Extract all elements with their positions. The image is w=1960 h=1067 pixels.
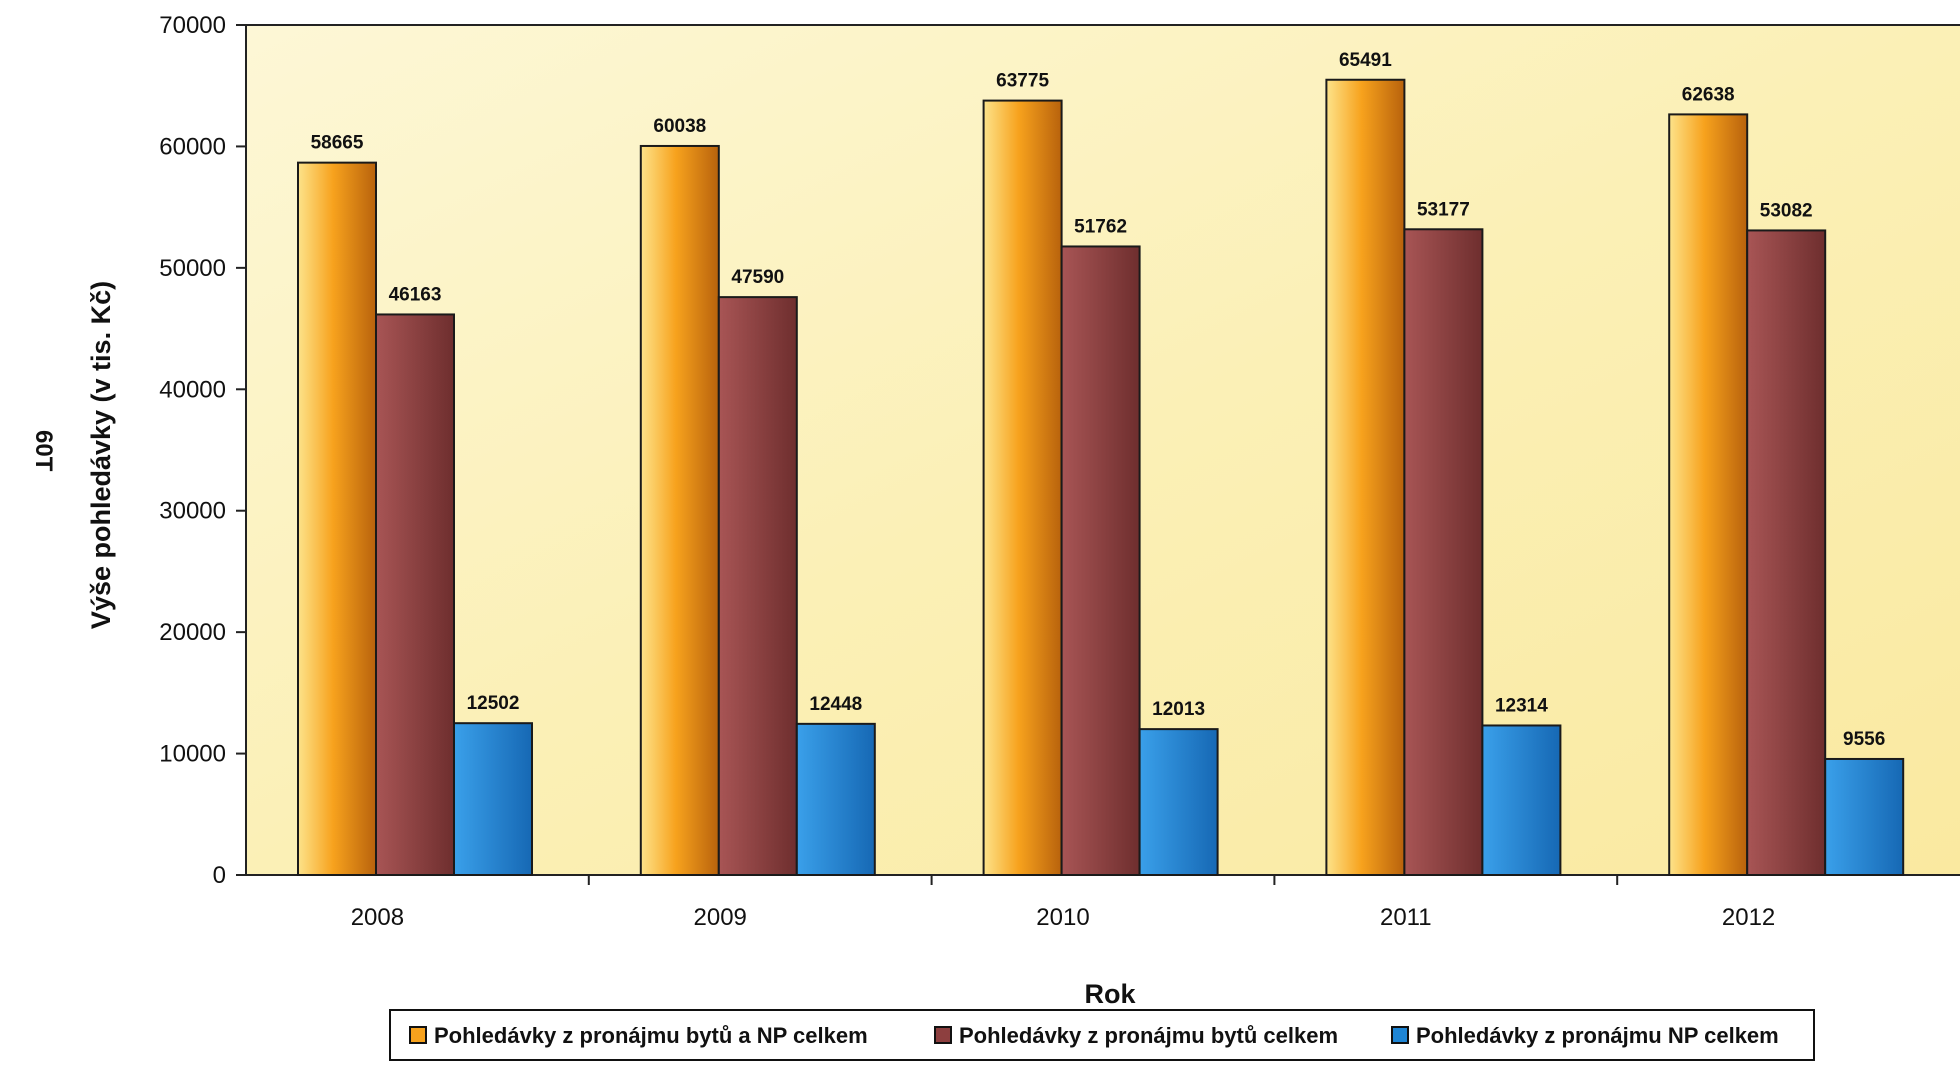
series-2-bar <box>1746 229 1827 876</box>
y-tick-label: 0 <box>213 862 226 889</box>
y-axis-title: Výše pohledávky (v tis. Kč) <box>86 281 116 629</box>
data-label: 12448 <box>809 694 862 715</box>
y-tick-label: 50000 <box>159 255 226 282</box>
legend-swatch <box>409 1026 427 1044</box>
data-label: 12502 <box>467 693 520 714</box>
data-label: 58665 <box>311 133 364 154</box>
series-1-bar <box>1325 78 1406 877</box>
series-1-bar <box>1668 113 1749 877</box>
series-2-bar <box>1403 228 1484 876</box>
series-1-bar <box>982 99 1063 876</box>
data-label: 65491 <box>1339 50 1392 71</box>
legend: Pohledávky z pronájmu bytů a NP celkem Po… <box>389 1009 1815 1061</box>
data-label: 46163 <box>389 284 442 305</box>
y-tick-label: 40000 <box>159 376 226 403</box>
x-tick-label: 2008 <box>351 904 404 931</box>
y-tick-label: 30000 <box>159 498 226 525</box>
y-tick-label: 60000 <box>159 133 226 160</box>
data-label: 47590 <box>731 267 784 288</box>
data-label: 62638 <box>1682 84 1735 105</box>
legend-swatch <box>1391 1026 1409 1044</box>
data-label: 51762 <box>1074 216 1127 237</box>
y-tick-label: 10000 <box>159 741 226 768</box>
series-2-bar <box>717 296 798 877</box>
y-axis: 0 10000 20000 30000 40000 50000 60000 70000 <box>159 12 1960 889</box>
data-label: 60038 <box>653 116 706 137</box>
series-2-bar <box>1060 245 1141 876</box>
x-axis: 2008 2009 2010 2011 2012 <box>236 874 1960 931</box>
series-2-bar <box>375 313 455 876</box>
x-tick-label: 2010 <box>1036 904 1089 931</box>
x-tick-label: 2012 <box>1722 904 1775 931</box>
series-3-bar <box>453 722 533 876</box>
x-axis-title: Rok <box>1084 979 1136 1009</box>
y-tick-label: 20000 <box>159 619 226 646</box>
x-tick-label: 2009 <box>694 904 747 931</box>
legend-swatch <box>934 1026 952 1044</box>
x-tick-label: 2011 <box>1380 904 1432 931</box>
legend-label: Pohledávky z pronájmu bytů a NP celkem <box>434 1023 868 1048</box>
series-1-bar <box>297 161 377 876</box>
bar-series-group <box>297 78 1905 877</box>
data-label: 9556 <box>1843 729 1885 750</box>
series-3-bar <box>1824 757 1905 876</box>
data-label-group: 58665 60038 63775 65491 62638 46163 47590 51762… <box>311 50 1886 750</box>
data-label: 12314 <box>1495 695 1548 716</box>
legend-box <box>389 1009 1815 1061</box>
series-3-bar <box>795 722 876 876</box>
y-tick-label: 70000 <box>159 12 226 39</box>
legend-label: Pohledávky z pronájmu bytů celkem <box>959 1023 1338 1048</box>
data-label: 63775 <box>996 71 1049 92</box>
series-3-bar <box>1481 724 1562 876</box>
series-1-bar <box>639 144 720 876</box>
data-label: 53177 <box>1417 199 1470 220</box>
page-mark: 60T <box>30 430 57 472</box>
data-label: 12013 <box>1152 699 1205 720</box>
legend-label: Pohledávky z pronájmu NP celkem <box>1416 1023 1779 1048</box>
series-3-bar <box>1138 728 1219 877</box>
data-label: 53082 <box>1760 200 1813 221</box>
